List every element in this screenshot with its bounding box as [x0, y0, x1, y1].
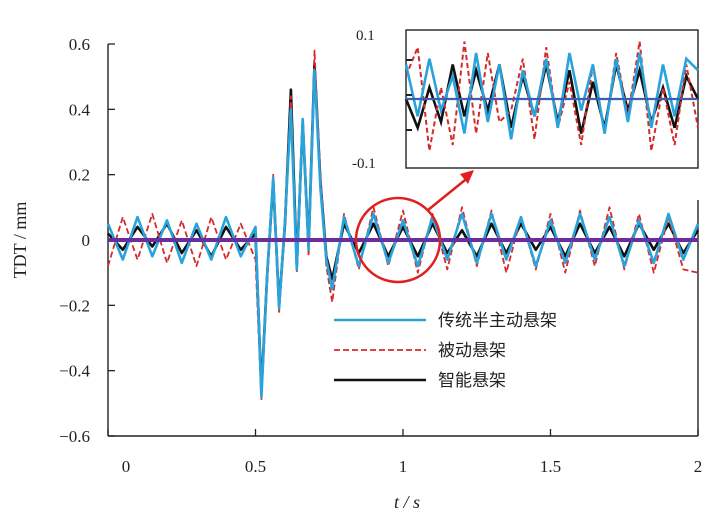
y-tick-label: 0.2 [69, 166, 90, 185]
y-tick-label: 0 [82, 231, 91, 250]
series-group [106, 49, 700, 401]
x-tick-label: 1 [399, 457, 408, 476]
y-tick-label: 0.4 [69, 100, 91, 119]
x-tick-label: 0.5 [245, 457, 266, 476]
y-tick-group: 0.6 0.4 0.2 0 −0.2 −0.4 −0.6 [59, 35, 115, 446]
inset-series-group [404, 41, 700, 151]
y-tick-label: −0.4 [59, 362, 90, 381]
zoom-arrow-head [460, 170, 474, 184]
x-tick-label: 1.5 [540, 457, 561, 476]
y-tick-label: −0.6 [59, 427, 90, 446]
legend-label: 被动悬架 [438, 341, 506, 361]
series-line-1 [107, 49, 699, 401]
inset-tick-group: 0.1 -0.1 [352, 28, 412, 172]
legend-label: 智能悬架 [438, 371, 506, 391]
zoom-arrow-line [427, 175, 471, 211]
series-line-2 [106, 68, 700, 399]
zoom-circle [354, 196, 442, 284]
x-tick-label: 2 [694, 457, 703, 476]
inset-series-line-2 [404, 52, 699, 140]
y-axis-label: TDT / mm [10, 202, 30, 279]
legend-label: 传统半主动悬架 [438, 311, 557, 331]
x-tick-label: 0 [122, 457, 131, 476]
y-tick-label: 0.6 [69, 35, 90, 54]
x-axis-label: t / s [394, 492, 420, 512]
x-tick-group: 0 0.5 1 1.5 2 [107, 429, 703, 476]
inset-panel: 0.1 -0.1 [352, 28, 700, 172]
inset-y-tick-label: -0.1 [352, 156, 376, 172]
y-tick-label: −0.2 [59, 296, 90, 315]
inset-y-tick-label: 0.1 [356, 28, 375, 44]
